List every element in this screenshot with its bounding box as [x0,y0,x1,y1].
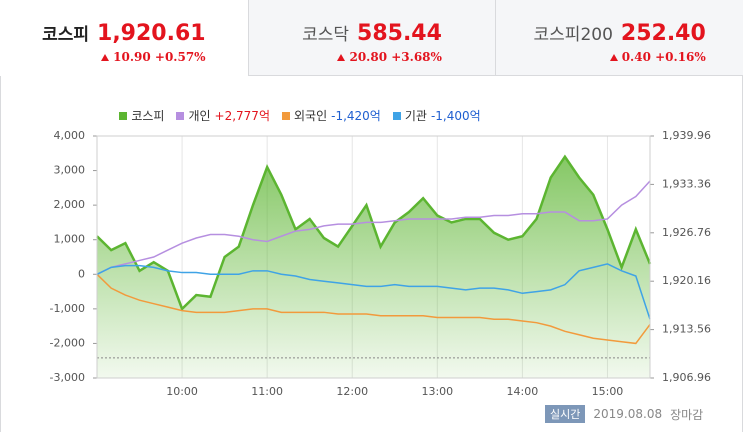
legend-label: 개인 [188,109,211,123]
up-arrow [337,54,346,61]
tab[interactable]: 코스피 1,920.61 10.90 +0.57% [0,0,248,76]
legend: 코스피 개인 +2,777억 외국인 -1,420억 기관 -1,400억 [0,107,600,124]
y-tick-label: -3,000 [50,371,85,384]
y2-tick-label: 1,939.96 [662,129,711,142]
x-tick-label: 13:00 [421,385,453,398]
tab-rate: +0.57% [154,50,206,64]
y2-tick-label: 1,906.96 [662,371,711,384]
legend-swatch [176,111,185,120]
area [97,156,650,378]
tab-value: 585.44 [357,21,442,46]
line [96,273,651,345]
line [96,154,652,312]
legend-swatch [392,111,401,120]
tab-change: 20.80 [349,50,388,64]
y-tick-label: -1,000 [50,302,85,315]
legend-label: 기관 [404,109,427,123]
y-tick-label: 3,000 [54,164,86,177]
footer: 실시간 2019.08.08 장마감 [545,405,703,423]
x-tick-label: 12:00 [336,385,368,398]
tab-value: 252.40 [620,21,706,46]
tab-name: 코스닥 [302,25,350,45]
x-tick-label: 11:00 [251,385,283,398]
line [96,263,651,320]
x-tick-label: 15:00 [592,385,624,398]
tab-change: 10.90 [113,50,151,64]
y-tick-label: -2,000 [50,336,85,349]
y2-tick-label: 1,913.56 [662,323,711,336]
tab-rate: +0.16% [655,50,706,64]
x-tick-label: 14:00 [507,385,539,398]
legend-label: 외국인 [293,109,328,123]
plot-frame [96,135,651,379]
tab-rate: +3.68% [391,50,442,64]
tab[interactable]: 코스피200 252.40 0.40 +0.16% [495,0,743,76]
tab-name: 코스피200 [533,25,613,45]
legend-net: -1,400억 [430,109,481,123]
y2-tick-label: 1,933.36 [662,177,711,190]
y2-tick-label: 1,920.16 [662,274,711,287]
legend-net: -1,420억 [331,109,381,123]
line [96,180,651,275]
y2-tick-label: 1,926.76 [662,226,711,239]
legend-net: +2,777억 [214,109,270,123]
y-tick-label: 0 [78,267,85,280]
tab-change: 0.40 [621,50,651,64]
tab-value: 1,920.61 [97,21,206,46]
x-tick-label: 10:00 [166,385,198,398]
status: 장마감 [670,407,704,422]
tab-name: 코스피 [42,25,90,45]
tabs: 코스피 1,920.61 10.90 +0.57% 코스닥 585.44 20.80… [0,0,743,76]
legend-swatch [119,111,128,120]
realtime-badge[interactable]: 실시간 [545,405,586,423]
date: 2019.08.08 [593,407,663,421]
up-arrow [609,54,618,61]
legend-item[interactable]: 개인 +2,777억 [176,107,270,124]
legend-item[interactable]: 외국인 -1,420억 [281,107,381,124]
legend-label: 코스피 [131,109,165,123]
legend-swatch [281,111,290,120]
legend-item[interactable]: 코스피 [119,107,164,124]
y-tick-label: 1,000 [54,233,86,246]
y-tick-label: 2,000 [54,198,86,211]
tab[interactable]: 코스닥 585.44 20.80 +3.68% [247,0,496,76]
legend-item[interactable]: 기관 -1,400억 [392,107,481,124]
up-arrow [101,54,110,61]
y-tick-label: 4,000 [54,129,86,142]
